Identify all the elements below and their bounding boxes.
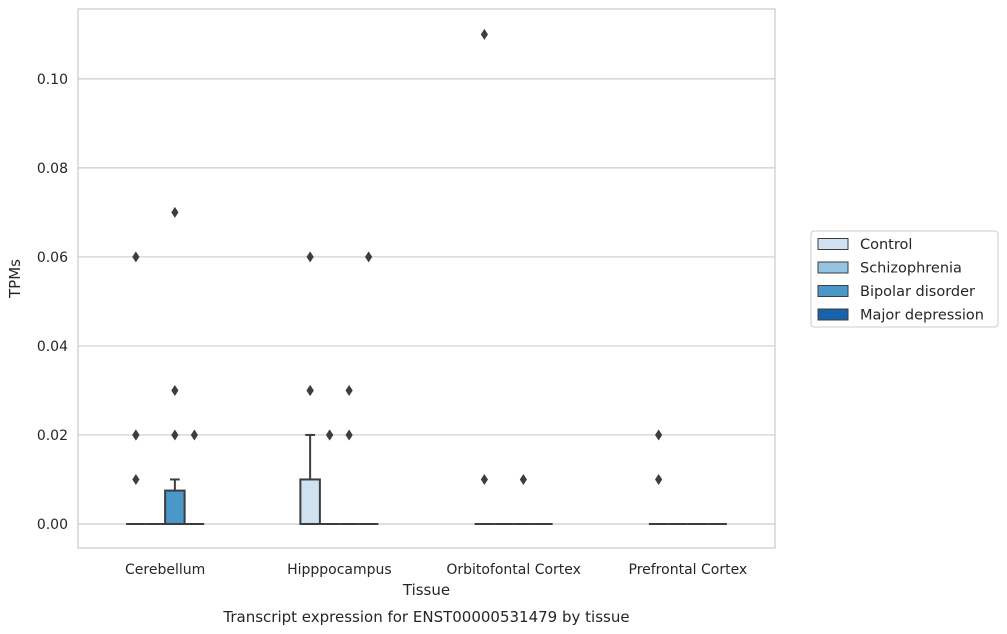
legend-swatch (817, 308, 849, 321)
outlier-point (655, 429, 663, 441)
y-tick-label: 0.06 (37, 250, 68, 266)
outlier-point (132, 473, 140, 485)
outlier-point (655, 473, 663, 485)
legend-swatch (817, 285, 849, 297)
outlier-point (171, 384, 179, 396)
legend-label: Major depression (860, 308, 984, 324)
outlier-point (306, 251, 314, 263)
y-tick-label: 0.04 (37, 339, 68, 355)
legend-swatch (817, 261, 849, 274)
plot-frame (77, 8, 776, 549)
legend-label: Control (860, 237, 912, 253)
outliers (132, 28, 663, 485)
y-tick-label: 0.00 (37, 517, 68, 533)
boxes (126, 433, 727, 525)
outlier-point (132, 429, 140, 441)
legend-frame (810, 230, 999, 328)
outlier-point (171, 206, 179, 218)
y-axis-label: TPMs (6, 259, 24, 299)
outlier-point (326, 429, 334, 441)
outlier-point (345, 384, 353, 396)
outlier-point (190, 429, 198, 441)
outlier-point (306, 384, 314, 396)
chart-title: Transcript expression for ENST0000053147… (222, 608, 629, 626)
x-tick-labels: Cerebellum Hipppocampus Orbitofontal Corte… (125, 562, 747, 578)
legend-label: Schizophrenia (860, 261, 962, 277)
outlier-point (480, 28, 488, 40)
outlier-point (519, 473, 527, 485)
y-tick-label: 0.10 (37, 72, 68, 88)
outlier-point (132, 251, 140, 263)
box-bipolar-disorder (164, 489, 186, 525)
x-tick-label: Cerebellum (125, 562, 205, 578)
outlier-point (171, 429, 179, 441)
x-tick-label: Orbitofontal Cortex (446, 562, 581, 578)
legend: Control Schizophrenia Bipolar disorder Majo… (810, 230, 999, 328)
outlier-point (480, 473, 488, 485)
x-tick-label: Hipppocampus (287, 562, 392, 578)
y-tick-label: 0.02 (37, 428, 68, 444)
legend-swatch (817, 238, 849, 250)
x-tick-label: Prefrontal Cortex (629, 562, 748, 578)
legend-label: Bipolar disorder (860, 284, 975, 300)
outlier-point (365, 251, 373, 263)
box-control (299, 478, 321, 525)
outlier-point (345, 429, 353, 441)
x-axis-label: Tissue (402, 581, 450, 599)
y-tick-labels: 0.00 0.02 0.04 0.06 0.08 0.10 (37, 72, 68, 533)
y-tick-label: 0.08 (37, 161, 68, 177)
